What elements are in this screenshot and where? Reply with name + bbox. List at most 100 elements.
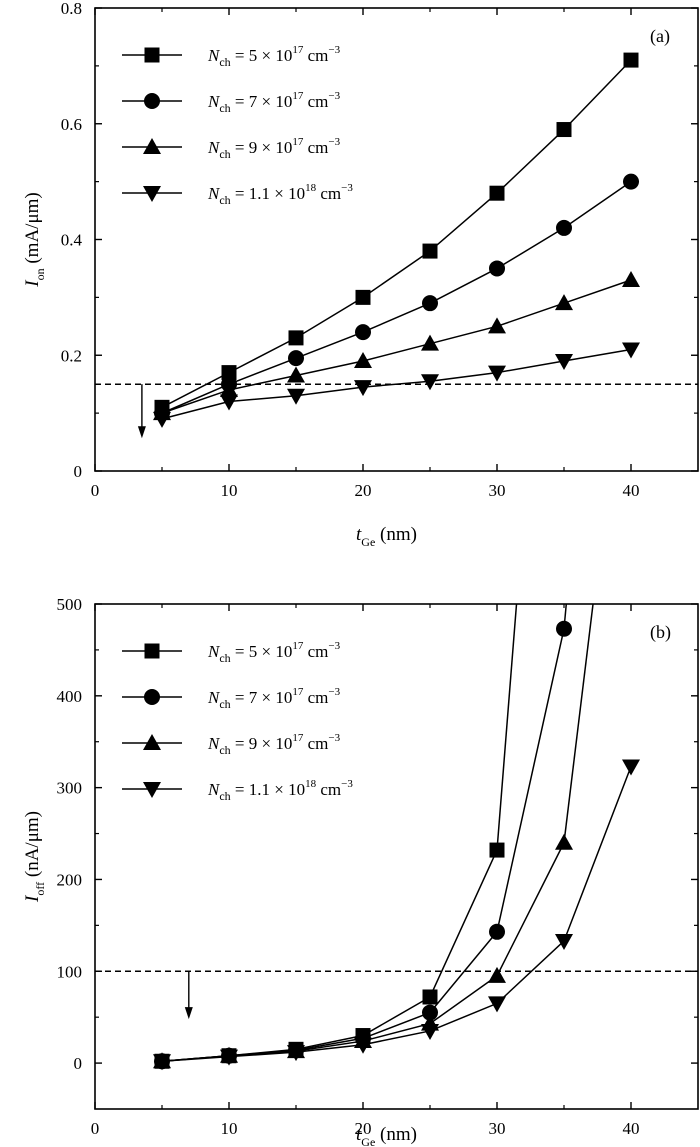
data-point xyxy=(421,334,439,351)
legend: Nch = 5 × 1017 cm−3 Nch = 7 × 1017 cm−3 Nc… xyxy=(122,44,353,207)
legend-marker xyxy=(144,93,160,109)
legend-item: Nch = 9 × 1017 cm−3 xyxy=(122,136,341,161)
y-tick-label: 100 xyxy=(57,962,83,981)
legend-item: Nch = 5 × 1017 cm−3 xyxy=(122,44,341,69)
legend-label: Nch = 1.1 × 1018 cm−3 xyxy=(207,182,353,207)
data-point xyxy=(623,173,639,190)
x-axis-label: tGe (nm) xyxy=(356,1124,417,1147)
series-line xyxy=(161,766,632,1063)
data-point xyxy=(623,52,639,68)
data-point xyxy=(354,352,372,369)
legend-label: Nch = 5 × 1017 cm−3 xyxy=(207,44,341,69)
data-point xyxy=(489,185,505,201)
data-point xyxy=(488,966,506,983)
data-point xyxy=(421,374,439,391)
data-point xyxy=(488,317,506,334)
legend-item: Nch = 1.1 × 1018 cm−3 xyxy=(122,778,353,803)
y-tick-label: 300 xyxy=(57,779,83,798)
data-point xyxy=(355,289,371,305)
data-point xyxy=(153,411,171,428)
data-point xyxy=(220,1049,238,1066)
x-axis-label: tGe (nm) xyxy=(356,524,417,549)
legend-item: Nch = 5 × 1017 cm−3 xyxy=(122,640,341,665)
y-tick-label: 0.6 xyxy=(61,115,82,134)
x-tick-label: 10 xyxy=(221,1119,238,1138)
data-point xyxy=(220,394,238,411)
data-point xyxy=(422,989,438,1005)
y-axis-label: Ioff (nA/μm) xyxy=(22,811,47,903)
legend-item: Nch = 7 × 1017 cm−3 xyxy=(122,686,341,711)
data-point xyxy=(287,388,305,405)
data-point xyxy=(422,243,438,259)
legend-marker xyxy=(144,47,160,63)
data-point xyxy=(288,350,304,367)
series-line xyxy=(161,849,498,1063)
data-point xyxy=(489,842,505,858)
data-point xyxy=(287,1045,305,1062)
x-tick-label: 30 xyxy=(489,1119,506,1138)
series-line xyxy=(161,181,632,414)
legend-label: Nch = 1.1 × 1018 cm−3 xyxy=(207,778,353,803)
data-point xyxy=(556,122,572,138)
series-layer xyxy=(153,52,640,428)
legend-label: Nch = 9 × 1017 cm−3 xyxy=(207,732,341,757)
legend-marker xyxy=(143,734,161,750)
x-tick-label: 40 xyxy=(623,481,640,500)
plot-frame xyxy=(94,603,699,1110)
data-point xyxy=(220,380,238,397)
data-point xyxy=(287,366,305,383)
data-point xyxy=(556,219,572,236)
x-tick-label: 10 xyxy=(221,481,238,500)
data-point xyxy=(153,1054,171,1071)
plot-frame xyxy=(94,7,699,472)
x-tick-label: 20 xyxy=(355,481,372,500)
legend-label: Nch = 7 × 1017 cm−3 xyxy=(207,90,341,115)
data-point xyxy=(555,354,573,371)
data-point xyxy=(355,324,371,341)
data-point xyxy=(421,1023,439,1040)
series-line xyxy=(161,279,632,414)
legend-item: Nch = 9 × 1017 cm−3 xyxy=(122,732,341,757)
y-tick-label: 0.2 xyxy=(61,346,82,365)
series-line-extension xyxy=(563,604,568,629)
chart-panel-a: 0 10 20 30 40 0 0.2 0.4 0.6 0.8 tGe (nm) Ion (mA/μm… xyxy=(22,0,699,549)
series-line xyxy=(161,59,632,409)
y-tick-label: 0.8 xyxy=(61,0,82,18)
panel-label: (b) xyxy=(650,622,671,643)
x-tick-label: 40 xyxy=(623,1119,640,1138)
data-point xyxy=(622,342,640,359)
legend-label: Nch = 7 × 1017 cm−3 xyxy=(207,686,341,711)
series-layer xyxy=(153,604,640,1071)
legend-marker xyxy=(143,138,161,154)
data-point xyxy=(555,294,573,311)
legend-label: Nch = 5 × 1017 cm−3 xyxy=(207,640,341,665)
data-point xyxy=(354,380,372,397)
data-point xyxy=(489,923,505,940)
x-tick-label: 0 xyxy=(91,481,100,500)
data-point xyxy=(622,271,640,288)
arrow-head xyxy=(137,426,146,439)
series-line-extension xyxy=(563,604,594,843)
series-line-extension xyxy=(496,604,518,851)
data-point xyxy=(555,833,573,850)
data-point xyxy=(489,260,505,277)
legend-item: Nch = 1.1 × 1018 cm−3 xyxy=(122,182,353,207)
y-tick-label: 0 xyxy=(74,1054,83,1073)
legend-marker xyxy=(144,643,160,659)
y-tick-label: 0 xyxy=(74,462,83,481)
arrow-head xyxy=(184,1007,193,1020)
data-point xyxy=(354,1037,372,1054)
data-point xyxy=(221,365,237,381)
series-line xyxy=(161,348,632,420)
data-point xyxy=(422,1004,438,1021)
legend: Nch = 5 × 1017 cm−3 Nch = 7 × 1017 cm−3 Nc… xyxy=(122,640,353,803)
x-tick-label: 0 xyxy=(91,1119,100,1138)
x-tick-label: 30 xyxy=(489,481,506,500)
data-point xyxy=(288,330,304,346)
data-point xyxy=(555,933,573,950)
y-tick-label: 200 xyxy=(57,870,83,889)
legend-label: Nch = 9 × 1017 cm−3 xyxy=(207,136,341,161)
legend-item: Nch = 7 × 1017 cm−3 xyxy=(122,90,341,115)
